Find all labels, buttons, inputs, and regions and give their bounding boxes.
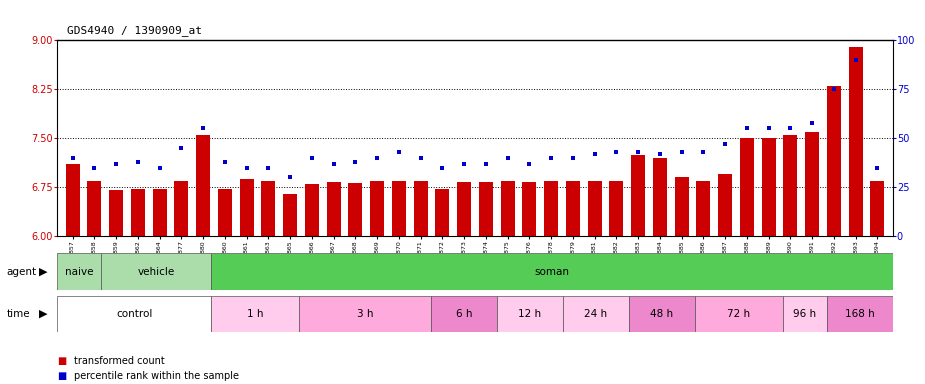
Bar (497, 296, 563, 332)
Bar (783, 135, 797, 236)
Text: ▶: ▶ (39, 266, 48, 277)
Bar (827, 296, 893, 332)
Text: ■: ■ (57, 371, 67, 381)
Text: naive: naive (65, 266, 93, 277)
Text: 3 h: 3 h (357, 309, 374, 319)
Text: 48 h: 48 h (650, 309, 673, 319)
Text: vehicle: vehicle (138, 266, 175, 277)
Bar (87, 181, 102, 236)
Bar (130, 189, 145, 236)
Bar (436, 189, 450, 236)
Bar (153, 189, 166, 236)
Bar (631, 155, 646, 236)
Bar (783, 296, 827, 332)
Bar (500, 181, 514, 236)
Bar (566, 181, 580, 236)
Bar (174, 181, 189, 236)
Bar (240, 179, 253, 236)
Text: 168 h: 168 h (845, 309, 874, 319)
Bar (299, 296, 431, 332)
Text: agent: agent (6, 266, 37, 277)
Text: transformed count: transformed count (74, 356, 165, 366)
Bar (370, 181, 384, 236)
Bar (196, 135, 210, 236)
Bar (283, 194, 297, 236)
Bar (327, 182, 340, 236)
Bar (211, 296, 299, 332)
Bar (544, 181, 558, 236)
Text: time: time (6, 309, 31, 319)
Bar (109, 190, 123, 236)
Text: 72 h: 72 h (727, 309, 750, 319)
Text: 12 h: 12 h (518, 309, 541, 319)
Bar (57, 253, 102, 290)
Bar (457, 182, 471, 236)
Bar (563, 296, 629, 332)
Bar (805, 132, 820, 236)
Bar (697, 181, 710, 236)
Bar (718, 174, 733, 236)
Bar (217, 189, 232, 236)
Bar (392, 181, 406, 236)
Text: soman: soman (535, 266, 570, 277)
Text: 6 h: 6 h (456, 309, 473, 319)
Bar (349, 183, 363, 236)
Bar (261, 181, 276, 236)
Bar (674, 177, 689, 236)
Bar (57, 296, 211, 332)
Bar (102, 253, 211, 290)
Bar (848, 47, 863, 236)
Bar (740, 138, 754, 236)
Bar (413, 181, 427, 236)
Bar (211, 253, 893, 290)
Bar (479, 182, 493, 236)
Bar (827, 86, 841, 236)
Bar (629, 296, 695, 332)
Bar (761, 138, 776, 236)
Bar (66, 164, 80, 236)
Bar (523, 182, 536, 236)
Text: GDS4940 / 1390909_at: GDS4940 / 1390909_at (67, 26, 202, 36)
Bar (587, 181, 601, 236)
Text: 96 h: 96 h (793, 309, 816, 319)
Text: ■: ■ (57, 356, 67, 366)
Text: percentile rank within the sample: percentile rank within the sample (74, 371, 239, 381)
Bar (304, 184, 319, 236)
Bar (870, 181, 884, 236)
Text: ▶: ▶ (39, 309, 48, 319)
Bar (431, 296, 497, 332)
Bar (653, 158, 667, 236)
Bar (695, 296, 783, 332)
Bar (610, 181, 623, 236)
Text: control: control (117, 309, 153, 319)
Text: 24 h: 24 h (585, 309, 608, 319)
Text: 1 h: 1 h (247, 309, 264, 319)
